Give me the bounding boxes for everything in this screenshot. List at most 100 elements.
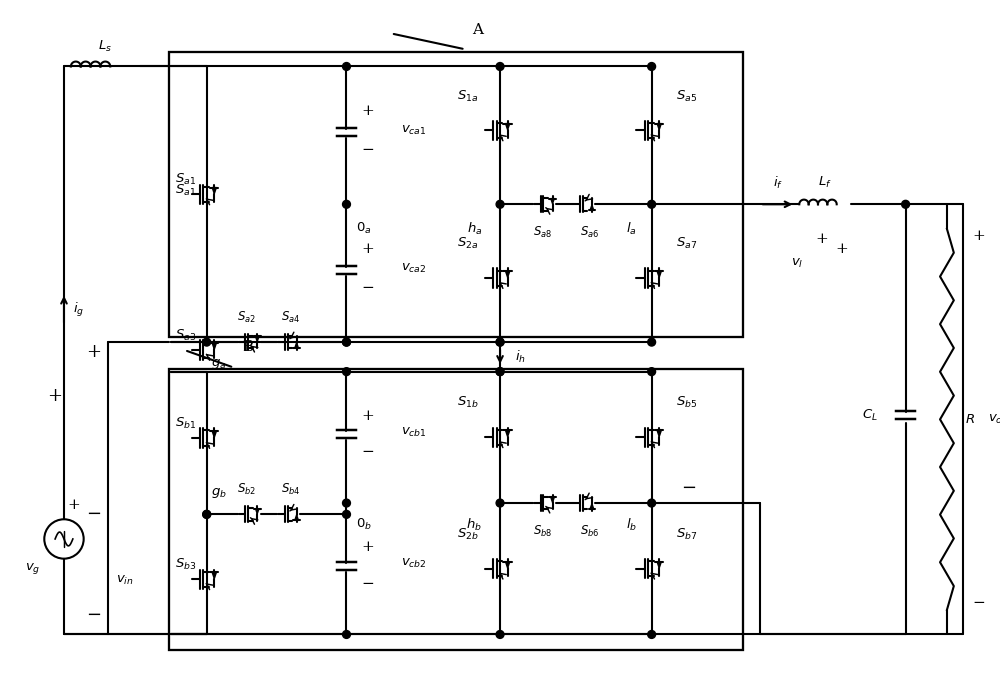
Text: $v_{ca2}$: $v_{ca2}$ — [401, 262, 426, 275]
Text: −: − — [86, 606, 101, 624]
Text: $S_{b7}$: $S_{b7}$ — [676, 527, 698, 542]
Text: $S_{a6}$: $S_{a6}$ — [580, 225, 599, 240]
Circle shape — [648, 200, 656, 208]
Text: $g_a$: $g_a$ — [211, 357, 226, 371]
Circle shape — [343, 631, 350, 638]
Text: +: + — [86, 343, 101, 361]
Text: $S_{2a}$: $S_{2a}$ — [457, 236, 478, 251]
Text: $S_{2b}$: $S_{2b}$ — [457, 527, 478, 542]
Polygon shape — [256, 509, 259, 514]
Text: $l_a$: $l_a$ — [626, 221, 637, 237]
Circle shape — [343, 368, 350, 376]
Circle shape — [496, 368, 504, 376]
Circle shape — [343, 338, 350, 346]
Circle shape — [343, 200, 350, 208]
Polygon shape — [212, 572, 216, 579]
Circle shape — [343, 338, 350, 346]
Text: $S_{a1}$: $S_{a1}$ — [175, 183, 197, 198]
Text: $i_f$: $i_f$ — [773, 174, 783, 191]
Text: $C_L$: $C_L$ — [862, 408, 878, 423]
Polygon shape — [657, 271, 661, 277]
Circle shape — [496, 499, 504, 507]
Text: +: + — [816, 231, 828, 246]
Text: $L_s$: $L_s$ — [98, 39, 112, 54]
Text: $h_b$: $h_b$ — [466, 516, 482, 533]
Text: −: − — [362, 143, 375, 157]
Polygon shape — [506, 431, 510, 436]
Text: $h_a$: $h_a$ — [467, 221, 482, 237]
Polygon shape — [657, 562, 661, 568]
Bar — [169, 369, 743, 650]
Circle shape — [496, 338, 504, 346]
Circle shape — [343, 63, 350, 70]
Text: $S_{b1}$: $S_{b1}$ — [175, 415, 197, 431]
Polygon shape — [212, 431, 216, 438]
Text: $0_a$: $0_a$ — [356, 222, 372, 236]
Polygon shape — [506, 271, 510, 277]
Circle shape — [343, 499, 350, 507]
Circle shape — [203, 338, 211, 346]
Circle shape — [496, 63, 504, 70]
Text: $S_{1a}$: $S_{1a}$ — [457, 89, 478, 104]
Text: −: − — [362, 576, 375, 590]
Circle shape — [648, 499, 656, 507]
Text: $v_{ca1}$: $v_{ca1}$ — [401, 124, 426, 137]
Text: $L_f$: $L_f$ — [818, 175, 832, 190]
Polygon shape — [212, 343, 216, 349]
Circle shape — [648, 631, 656, 638]
Text: A: A — [472, 23, 483, 37]
Polygon shape — [590, 504, 594, 509]
Text: +: + — [835, 242, 848, 256]
Text: −: − — [86, 505, 101, 523]
Circle shape — [648, 63, 656, 70]
Text: +: + — [47, 388, 62, 405]
Text: +: + — [362, 104, 375, 118]
Text: $S_{b3}$: $S_{b3}$ — [175, 557, 197, 572]
Polygon shape — [551, 498, 554, 503]
Text: −: − — [362, 281, 375, 295]
Polygon shape — [506, 562, 510, 568]
Text: $S_{a2}$: $S_{a2}$ — [237, 309, 256, 325]
Text: +: + — [67, 498, 80, 512]
Text: $i_g$: $i_g$ — [73, 300, 84, 319]
Circle shape — [44, 519, 84, 559]
Polygon shape — [657, 431, 661, 436]
Text: $S_{a4}$: $S_{a4}$ — [281, 309, 300, 325]
Text: $R$: $R$ — [965, 413, 975, 426]
Polygon shape — [295, 515, 298, 520]
Polygon shape — [590, 205, 594, 210]
Text: $S_{a3}$: $S_{a3}$ — [175, 328, 197, 343]
Circle shape — [496, 338, 504, 346]
Text: −: − — [681, 480, 697, 497]
Text: $S_{a1}$: $S_{a1}$ — [175, 172, 197, 187]
Text: −: − — [972, 596, 985, 610]
Text: $S_{b5}$: $S_{b5}$ — [676, 395, 698, 411]
Circle shape — [203, 510, 211, 519]
Text: $v_{in}$: $v_{in}$ — [116, 574, 134, 587]
Circle shape — [343, 510, 350, 519]
Text: $S_{b4}$: $S_{b4}$ — [281, 482, 300, 497]
Circle shape — [496, 631, 504, 638]
Text: $v_o$: $v_o$ — [988, 413, 1000, 426]
Polygon shape — [295, 343, 298, 348]
Text: +: + — [362, 242, 375, 256]
Polygon shape — [657, 123, 661, 130]
Text: $S_{a5}$: $S_{a5}$ — [676, 89, 697, 104]
Polygon shape — [551, 199, 554, 204]
Text: $0_b$: $0_b$ — [356, 517, 372, 533]
Text: $v_l$: $v_l$ — [791, 256, 804, 270]
Polygon shape — [256, 337, 259, 342]
Text: $S_{b6}$: $S_{b6}$ — [580, 523, 599, 539]
Text: +: + — [362, 408, 375, 422]
Text: +: + — [362, 540, 375, 554]
Text: $S_{a7}$: $S_{a7}$ — [676, 236, 697, 251]
Circle shape — [203, 510, 211, 519]
Text: $S_{a8}$: $S_{a8}$ — [533, 225, 552, 240]
Text: $v_{cb2}$: $v_{cb2}$ — [401, 558, 426, 570]
Text: $S_{b2}$: $S_{b2}$ — [237, 482, 256, 497]
Polygon shape — [506, 123, 510, 130]
Text: −: − — [362, 445, 375, 459]
Text: $l_b$: $l_b$ — [626, 516, 637, 533]
Bar — [169, 52, 743, 337]
Text: $i_h$: $i_h$ — [515, 348, 526, 365]
